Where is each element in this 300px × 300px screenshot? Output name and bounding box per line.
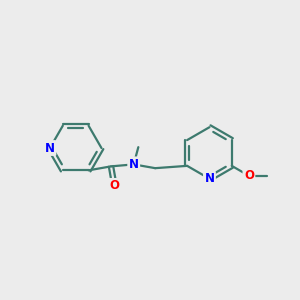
Text: N: N — [129, 158, 139, 171]
Text: N: N — [204, 172, 214, 185]
Text: O: O — [244, 169, 254, 182]
Text: N: N — [45, 142, 55, 154]
Text: O: O — [110, 179, 119, 192]
